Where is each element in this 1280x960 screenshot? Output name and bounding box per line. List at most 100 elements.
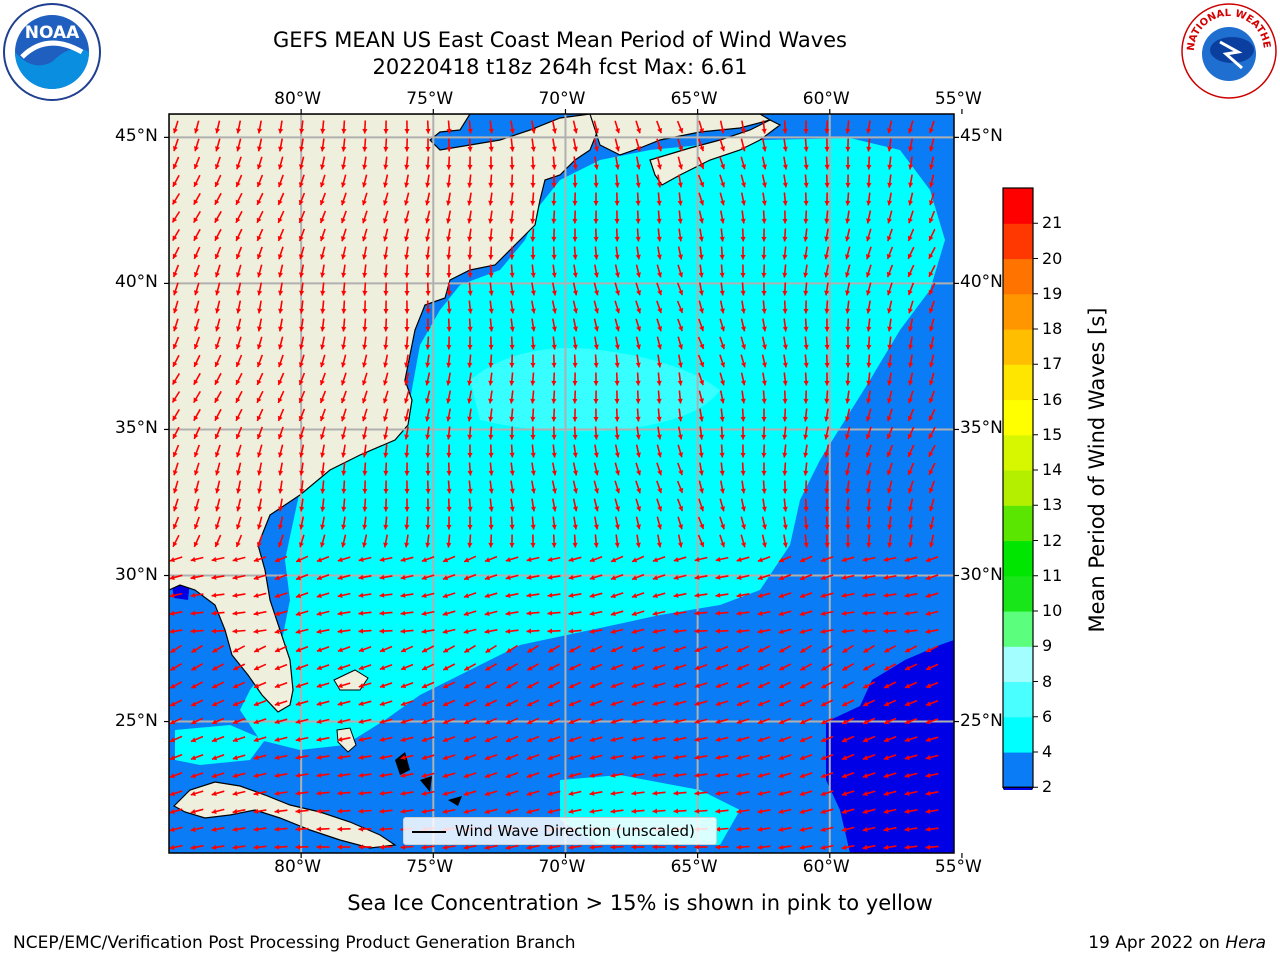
wave-direction-arrow <box>253 681 267 689</box>
wave-direction-arrow <box>883 717 897 725</box>
wave-direction-arrow <box>866 462 872 476</box>
wave-direction-arrow <box>842 644 854 654</box>
wave-direction-arrow <box>215 318 221 332</box>
wave-direction-arrow <box>551 318 557 332</box>
wave-direction-arrow <box>610 592 624 599</box>
wave-direction-arrow <box>526 790 540 797</box>
wave-direction-arrow <box>824 228 830 242</box>
wave-direction-arrow <box>404 138 410 152</box>
wave-direction-arrow <box>256 390 264 404</box>
wave-direction-arrow <box>530 318 536 332</box>
wave-direction-arrow <box>677 246 683 260</box>
wave-direction-arrow <box>887 318 893 332</box>
wave-direction-arrow <box>341 318 347 332</box>
wave-direction-arrow <box>278 516 284 530</box>
wave-direction-arrow <box>404 282 410 296</box>
wave-direction-arrow <box>928 300 935 314</box>
wave-direction-arrow <box>757 772 771 778</box>
wave-direction-arrow <box>467 534 473 548</box>
chart-subtitle: 20220418 t18z 264h fcst Max: 6.61 <box>372 55 748 79</box>
wave-direction-arrow <box>698 192 705 206</box>
wave-direction-arrow <box>928 408 936 422</box>
wave-direction-arrow <box>232 826 246 832</box>
wave-direction-arrow <box>907 300 914 314</box>
wave-direction-arrow <box>551 390 557 404</box>
wave-direction-arrow <box>358 754 372 760</box>
wave-direction-arrow <box>236 462 242 476</box>
wave-direction-arrow <box>593 210 599 224</box>
wave-direction-arrow <box>904 663 918 671</box>
wave-direction-arrow <box>341 138 347 152</box>
wave-direction-arrow <box>509 426 515 440</box>
wave-direction-arrow <box>169 808 183 814</box>
wave-direction-arrow <box>193 264 200 278</box>
footer-date: 19 Apr 2022 on Hera <box>1088 933 1266 953</box>
wave-direction-arrow <box>635 138 642 152</box>
wave-direction-arrow <box>904 681 918 689</box>
wave-direction-arrow <box>467 426 473 440</box>
wave-direction-arrow <box>277 372 285 386</box>
wave-direction-arrow <box>274 736 288 742</box>
wave-direction-arrow <box>298 390 306 404</box>
wave-direction-arrow <box>656 246 662 260</box>
wave-direction-arrow <box>824 138 830 152</box>
wave-direction-arrow <box>614 282 620 296</box>
wave-direction-arrow <box>551 480 557 494</box>
wave-direction-arrow <box>446 264 452 278</box>
wave-direction-arrow <box>211 663 225 671</box>
wave-direction-arrow <box>614 120 621 134</box>
wave-direction-arrow <box>589 736 603 743</box>
wave-direction-arrow <box>925 574 939 581</box>
wave-direction-arrow <box>379 826 393 832</box>
wave-direction-arrow <box>379 663 393 671</box>
wave-direction-arrow <box>193 426 201 440</box>
wave-direction-arrow <box>214 354 222 368</box>
wave-direction-arrow <box>929 336 935 350</box>
wave-direction-arrow <box>676 300 684 314</box>
wave-direction-arrow <box>211 844 225 850</box>
wave-direction-arrow <box>761 174 767 188</box>
wave-direction-arrow <box>215 138 221 152</box>
wave-direction-arrow <box>358 844 372 850</box>
wave-direction-arrow <box>572 300 578 314</box>
wave-direction-arrow <box>677 138 684 152</box>
wave-direction-arrow <box>883 610 897 616</box>
wave-direction-arrow <box>467 372 473 386</box>
wave-direction-arrow <box>547 663 561 671</box>
graticule <box>169 114 954 853</box>
wave-direction-arrow <box>190 717 204 725</box>
wave-direction-arrow <box>631 700 645 707</box>
wave-direction-arrow <box>824 264 830 278</box>
wave-direction-arrow <box>820 753 834 761</box>
colorbar-segment <box>1003 293 1033 330</box>
wave-direction-arrow <box>547 610 561 616</box>
wave-direction-arrow <box>298 372 306 386</box>
wave-direction-arrow <box>425 372 431 386</box>
wave-direction-arrow <box>211 592 225 598</box>
wave-direction-arrow <box>421 754 435 760</box>
wave-direction-arrow <box>719 390 725 404</box>
wave-direction-arrow <box>904 699 918 707</box>
wave-direction-arrow <box>421 574 435 581</box>
wave-direction-arrow <box>841 699 855 707</box>
wave-direction-arrow <box>803 120 809 134</box>
wave-direction-arrow <box>358 574 372 580</box>
wave-direction-arrow <box>488 354 494 368</box>
wave-direction-arrow <box>341 336 347 350</box>
wave-direction-arrow <box>505 790 519 797</box>
wave-direction-arrow <box>907 444 915 458</box>
wave-direction-arrow <box>383 300 389 314</box>
wave-direction-arrow <box>278 138 284 152</box>
wave-direction-arrow <box>652 645 666 653</box>
wave-direction-arrow <box>484 790 498 797</box>
wave-direction-arrow <box>740 156 747 170</box>
wave-direction-arrow <box>757 555 771 563</box>
wave-direction-arrow <box>866 336 872 350</box>
colorbar-tick-label: 18 <box>1042 319 1063 338</box>
wave-direction-arrow <box>761 480 767 494</box>
wave-direction-arrow <box>740 300 746 314</box>
wave-direction-arrow <box>929 318 935 332</box>
wave-direction-arrow <box>169 681 183 689</box>
wave-direction-arrow <box>235 156 242 170</box>
wave-direction-arrow <box>887 534 893 548</box>
